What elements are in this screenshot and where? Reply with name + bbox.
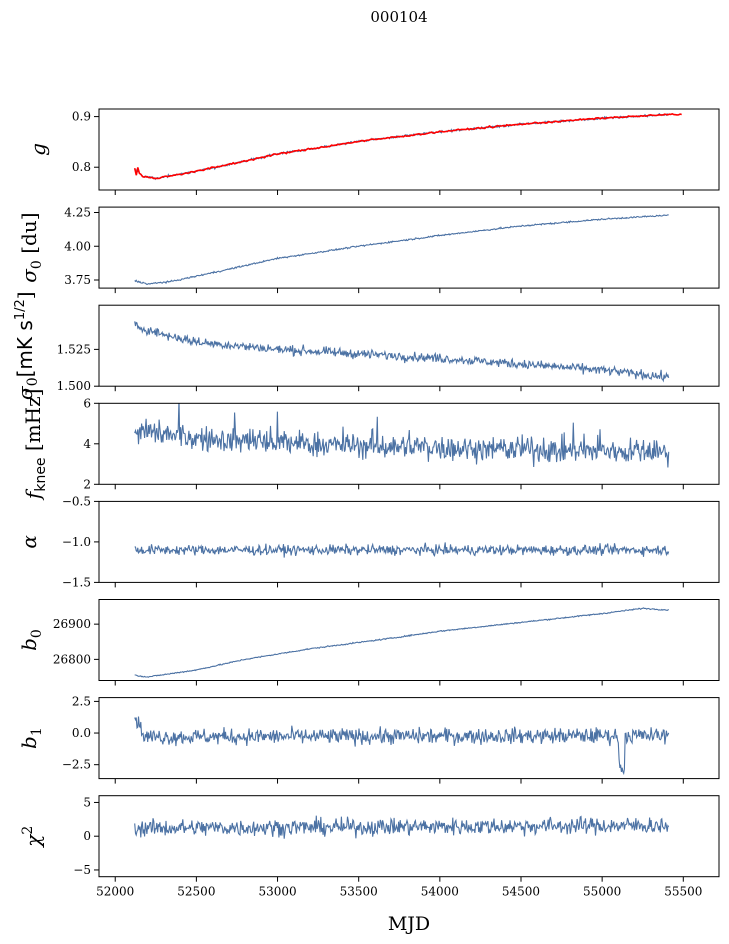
panel-4-y-tick-label: 2 [83, 477, 91, 491]
panel-2-frame [98, 206, 720, 289]
panel-4-y-tick-label: 4 [83, 437, 91, 451]
panel-1-y-tick-label: 0.8 [72, 160, 91, 174]
panel-2-y-label: σ0 [du] [17, 212, 45, 282]
panel-5-y-tick-label: −0.5 [62, 494, 91, 508]
x-tick-label: 55500 [664, 885, 702, 899]
panel-8-y-tick-label: −5 [73, 863, 91, 877]
panel-7-y-tick-label: −2.5 [62, 758, 91, 772]
x-tick-label: 53000 [258, 885, 296, 899]
panel-5-y-tick-label: −1.5 [62, 575, 91, 589]
panel-6-series-line [134, 607, 670, 678]
panel-8-frame [98, 795, 720, 878]
panel-7-y-tick-label: 2.5 [72, 694, 91, 708]
panel-5-y-tick-label: −1.0 [62, 535, 91, 549]
panel-4-series-line [134, 403, 670, 468]
x-tick-label: 52000 [96, 885, 134, 899]
panel-6-y-tick-label: 26900 [53, 617, 91, 631]
panel-8-y-tick-label: 5 [83, 795, 91, 809]
panel-5: −1.5 −1.0 −0.5 α [17, 494, 720, 589]
panel-5-series-line [134, 542, 670, 558]
panel-8-series-line [134, 815, 670, 839]
x-tick-label: 53500 [340, 885, 378, 899]
panel-1-y-tick-label: 0.9 [72, 110, 91, 124]
panel-3-y-tick-label: 1.525 [57, 342, 91, 356]
panel-7-frame [98, 697, 720, 780]
panel-2-y-tick-label: 4.25 [64, 206, 91, 220]
panel-1-overlay-line [133, 113, 682, 180]
x-tick-label: 54500 [502, 885, 540, 899]
panel-8-y-tick-label: 0 [83, 829, 91, 843]
panel-4: 2 4 6 fknee [mHz] [21, 389, 720, 502]
panel-2: 3.75 4.00 4.25 σ0 [du] [17, 206, 720, 294]
panel-4-y-tick-label: 6 [83, 396, 91, 410]
panel-3-y-label: σ0[mK s1/2] [13, 291, 41, 400]
panel-7: −2.5 0.0 2.5 b1 [17, 694, 720, 784]
x-tick-label: 55000 [583, 885, 621, 899]
panel-6-y-label: b0 [17, 629, 45, 651]
panel-6-frame [98, 599, 720, 681]
panel-6: 26800 26900 b0 [17, 599, 720, 686]
panel-3-y-tick-label: 1.500 [57, 379, 91, 393]
panel-2-y-tick-label: 4.00 [64, 239, 91, 253]
panel-7-y-tick-label: 0.0 [72, 726, 91, 740]
x-tick-label: 54000 [421, 885, 459, 899]
panel-1-y-label: g [26, 143, 50, 156]
panel-2-y-tick-label: 3.75 [64, 273, 91, 287]
panel-4-y-label: fknee [mHz] [21, 389, 49, 502]
panel-3-series-line [134, 321, 670, 383]
panel-7-series-line [134, 716, 670, 776]
panel-5-frame [98, 500, 720, 583]
panel-6-y-tick-label: 26800 [53, 652, 91, 666]
panel-2-series-line [134, 214, 669, 285]
panel-1: 0.8 0.9 g [26, 108, 720, 195]
figure-title: 000104 [370, 8, 427, 26]
x-tick-label: 52500 [177, 885, 215, 899]
x-axis-label: MJD [388, 913, 430, 935]
panel-3-frame [98, 304, 720, 387]
panel-3: 1.500 1.525 σ0[mK s1/2] [13, 291, 720, 400]
panel-1-series-line [134, 113, 669, 181]
panel-5-y-label: α [17, 535, 41, 549]
panel-1-frame [98, 108, 720, 191]
panels-group: 0.8 0.9 g 3.75 4.00 4.25 σ0 [du] 1.500 1.525 σ0[m… [13, 108, 720, 899]
panel-7-y-label: b1 [17, 727, 45, 749]
panel-8: −5 0 5 52000 52500 53000 53500 54000 54500 55000 5… [20, 795, 720, 899]
panel-8-y-label: χ2 [20, 826, 45, 849]
